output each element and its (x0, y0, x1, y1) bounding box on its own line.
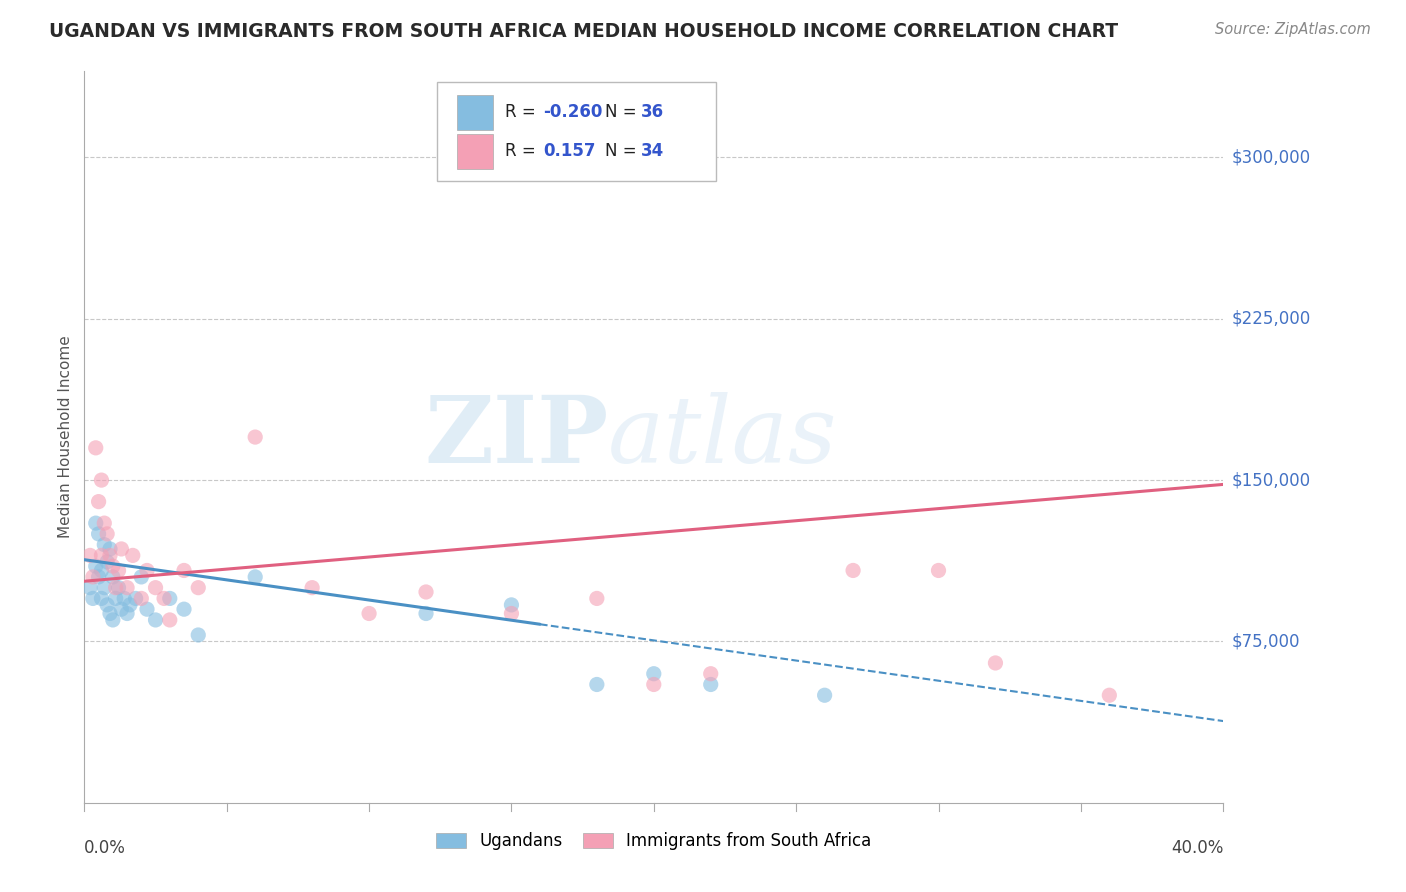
Point (107, 581, 129, 595)
Point (245, 430, 267, 444)
Text: ZIP: ZIP (425, 392, 609, 482)
Point (501, 607, 523, 621)
Point (98, 549, 121, 563)
Point (115, 581, 138, 595)
Point (159, 613, 181, 627)
Point (415, 607, 437, 621)
Point (90, 591, 112, 606)
Point (93, 516, 115, 530)
Point (1098, 688, 1121, 702)
Point (842, 564, 865, 578)
Point (136, 564, 159, 578)
Point (82, 591, 104, 606)
Point (121, 549, 143, 563)
Point (96, 527, 118, 541)
Point (90, 564, 112, 578)
Point (79, 549, 101, 563)
Point (98, 541, 121, 556)
Point (101, 613, 124, 627)
Point (96, 555, 118, 569)
Point (136, 602, 159, 616)
Point (245, 570, 267, 584)
Point (87, 494, 110, 508)
Text: 0.0%: 0.0% (84, 839, 127, 857)
FancyBboxPatch shape (457, 95, 494, 130)
Text: N =: N = (605, 142, 637, 160)
Point (928, 564, 950, 578)
Point (187, 628, 209, 642)
Point (586, 677, 609, 691)
Point (700, 677, 723, 691)
Point (90, 549, 112, 563)
Text: $75,000: $75,000 (1232, 632, 1301, 650)
Point (98, 607, 121, 621)
FancyBboxPatch shape (457, 134, 494, 169)
Point (101, 570, 124, 584)
Text: atlas: atlas (609, 392, 838, 482)
Point (153, 591, 176, 606)
Text: 36: 36 (641, 103, 665, 121)
Point (118, 598, 141, 612)
Point (124, 591, 146, 606)
Point (87, 570, 110, 584)
Point (96, 598, 118, 612)
Point (586, 591, 609, 606)
Point (107, 564, 129, 578)
Point (104, 581, 127, 595)
Point (359, 607, 381, 621)
Text: N =: N = (605, 103, 637, 121)
Text: Source: ZipAtlas.com: Source: ZipAtlas.com (1215, 22, 1371, 37)
Text: 40.0%: 40.0% (1171, 839, 1223, 857)
Point (90, 473, 112, 487)
Text: R =: R = (505, 103, 536, 121)
Legend: Ugandans, Immigrants from South Africa: Ugandans, Immigrants from South Africa (430, 825, 877, 856)
Text: R =: R = (505, 142, 536, 160)
Point (112, 591, 135, 606)
Point (82, 570, 104, 584)
Point (79, 581, 101, 595)
Point (173, 602, 195, 616)
Text: -0.260: -0.260 (543, 103, 603, 121)
Point (84, 441, 107, 455)
Point (501, 598, 523, 612)
Point (301, 581, 323, 595)
Point (110, 541, 132, 556)
Point (187, 581, 209, 595)
Text: UGANDAN VS IMMIGRANTS FROM SOUTH AFRICA MEDIAN HOUSEHOLD INCOME CORRELATION CHAR: UGANDAN VS IMMIGRANTS FROM SOUTH AFRICA … (49, 22, 1118, 41)
Y-axis label: Median Household Income: Median Household Income (58, 335, 73, 539)
Point (115, 607, 138, 621)
FancyBboxPatch shape (437, 82, 717, 181)
Point (814, 688, 837, 702)
Point (104, 591, 127, 606)
Text: $150,000: $150,000 (1232, 471, 1310, 489)
Text: $225,000: $225,000 (1232, 310, 1310, 327)
Point (101, 559, 124, 574)
Text: $300,000: $300,000 (1232, 148, 1310, 167)
Point (984, 656, 1007, 670)
Point (84, 559, 107, 574)
Point (84, 516, 107, 530)
Point (415, 585, 437, 599)
Point (131, 570, 153, 584)
Point (159, 591, 181, 606)
Point (700, 666, 723, 681)
Point (643, 666, 665, 681)
Point (145, 613, 167, 627)
Point (93, 538, 115, 552)
Text: 0.157: 0.157 (543, 142, 596, 160)
Text: 34: 34 (641, 142, 665, 160)
Point (87, 527, 110, 541)
Point (93, 581, 115, 595)
Point (173, 564, 195, 578)
Point (110, 602, 132, 616)
Point (145, 581, 167, 595)
Point (643, 677, 665, 691)
Point (131, 591, 153, 606)
